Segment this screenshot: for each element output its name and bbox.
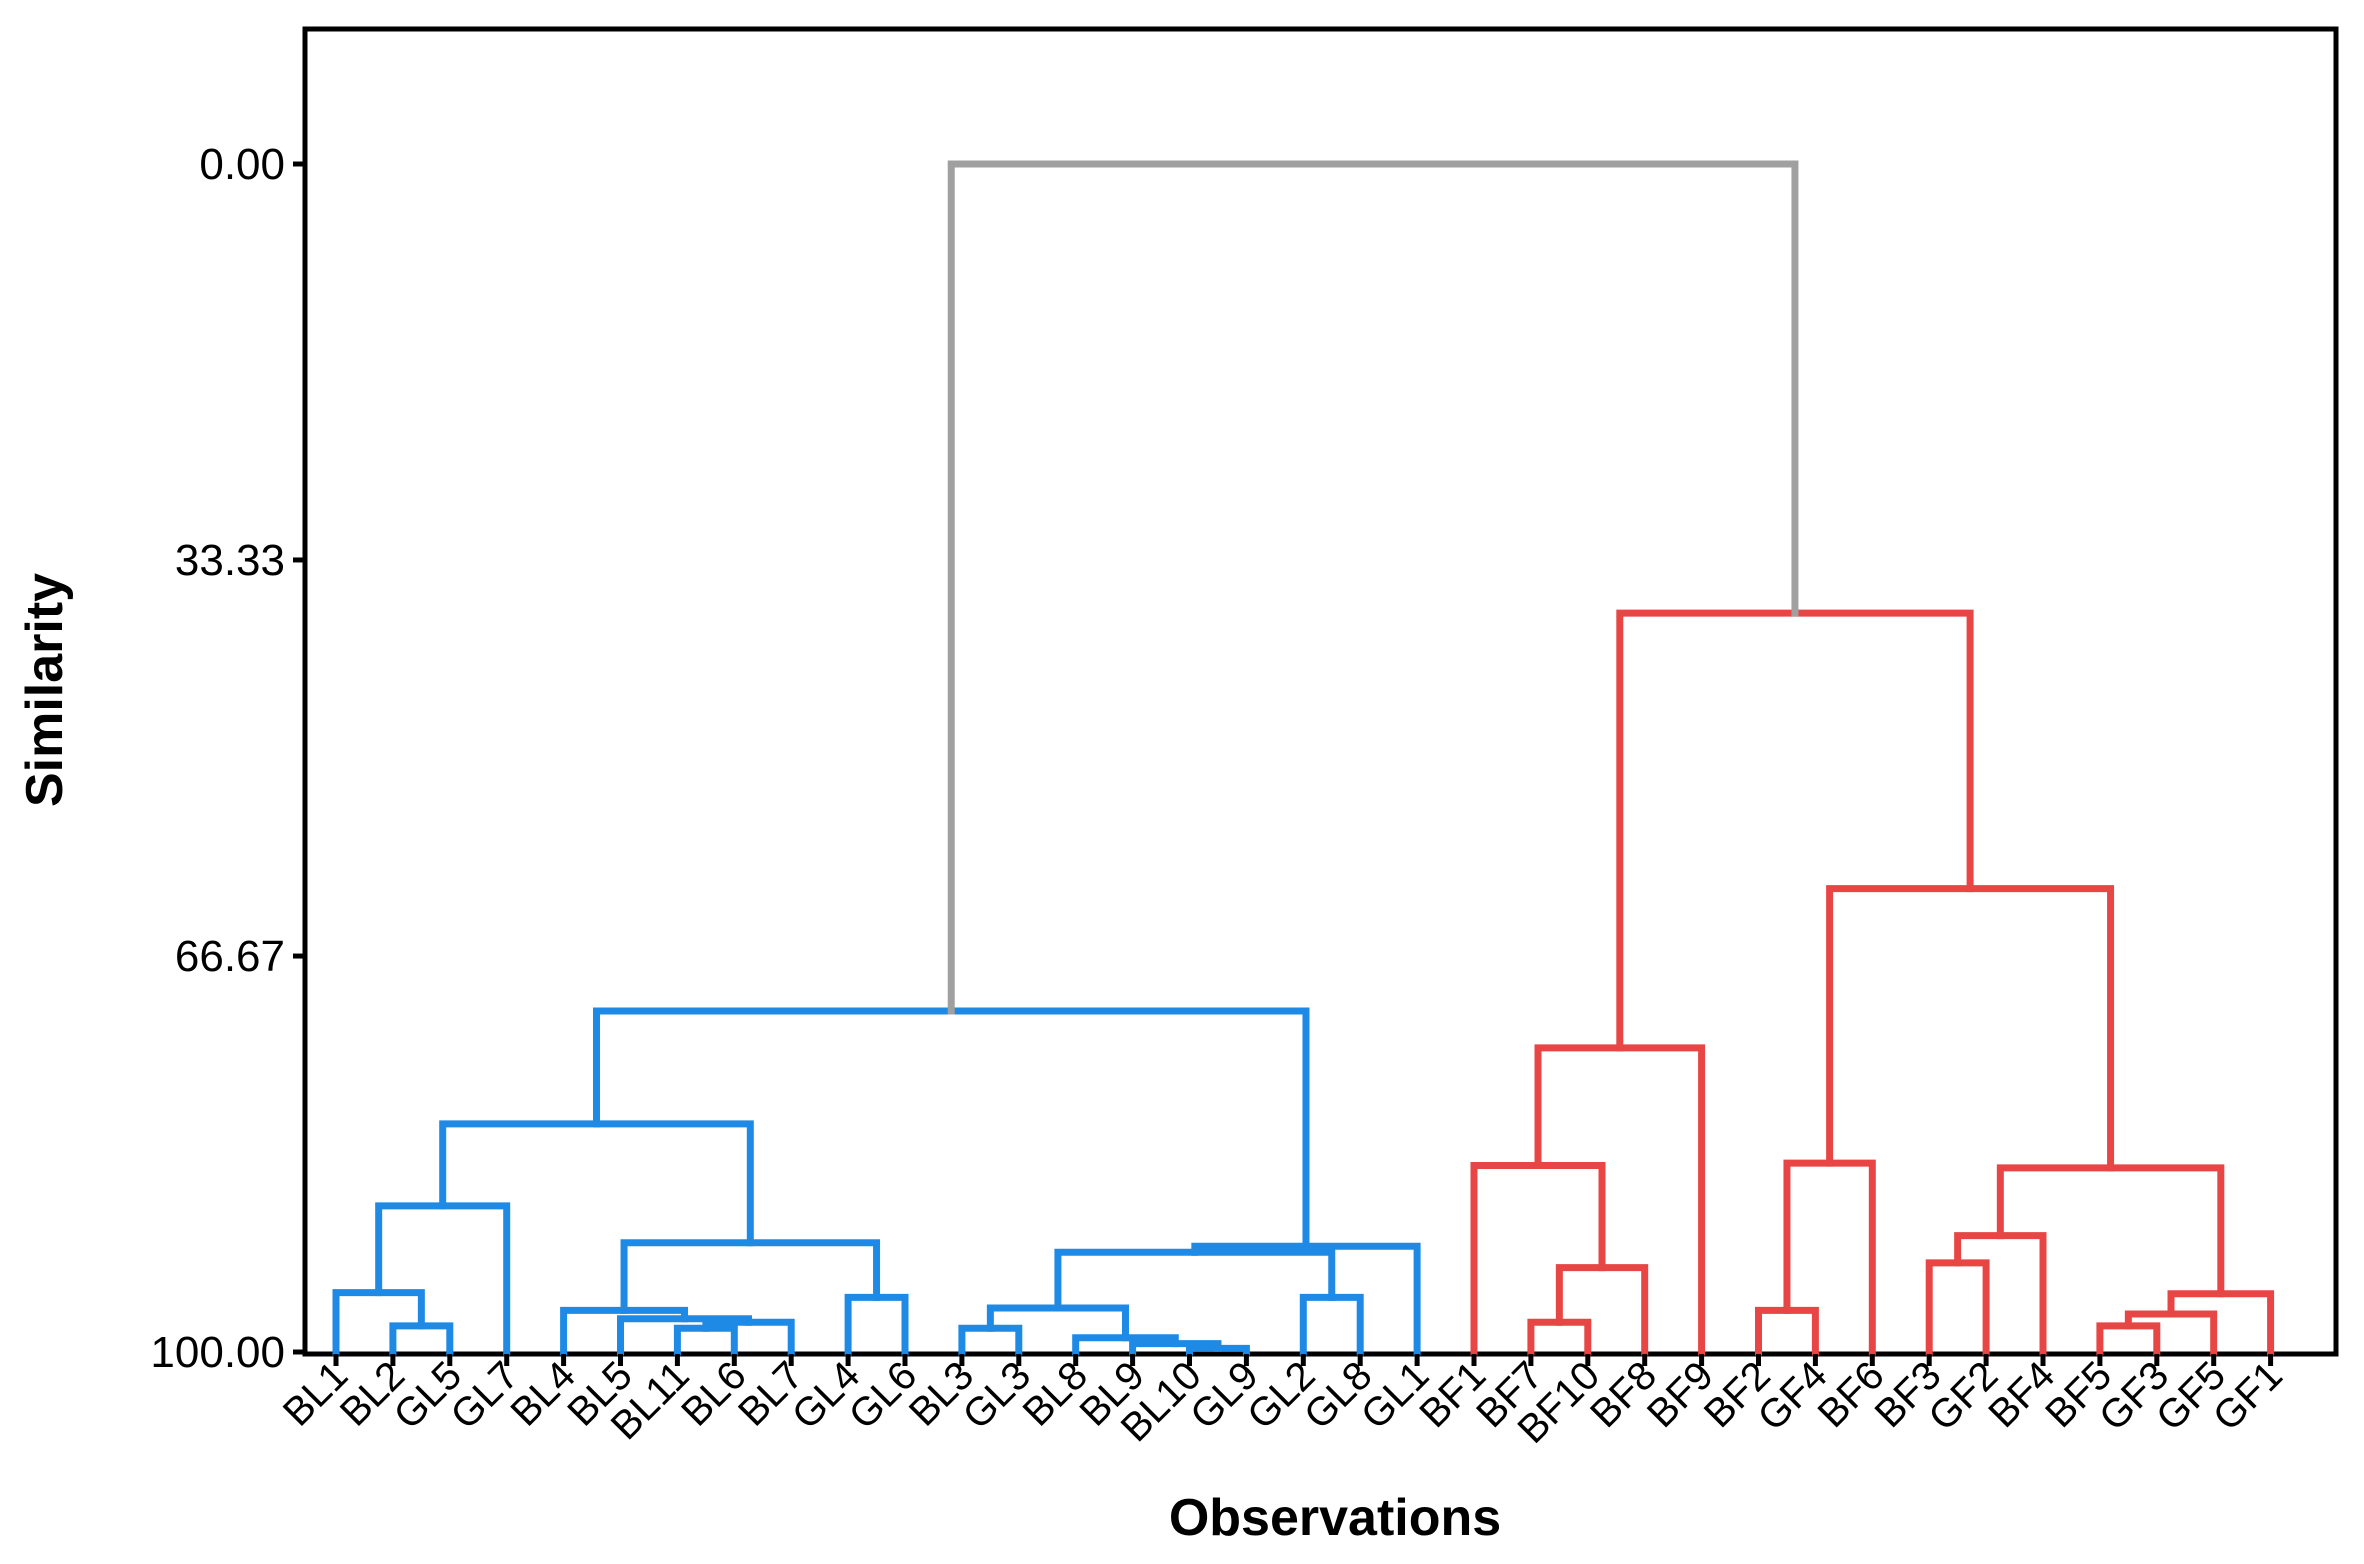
merge-link — [958, 1324, 1023, 1356]
merge-link — [1783, 1159, 1876, 1356]
y-tick-label: 33.33 — [175, 536, 285, 585]
merge-link — [986, 1304, 1129, 1342]
merge-link — [1826, 885, 2115, 1172]
merge-link — [620, 1239, 881, 1314]
x-axis-title: Observations — [1169, 1489, 1501, 1547]
merge-link — [1555, 1264, 1649, 1356]
dendrogram-links — [332, 160, 2275, 1356]
merge-link — [1954, 1232, 2047, 1356]
merge-link — [2167, 1290, 2275, 1356]
merge-link — [2096, 1322, 2161, 1356]
merge-link — [439, 1120, 754, 1247]
merge-link — [1616, 609, 1974, 1052]
merge-link — [1925, 1259, 1990, 1356]
merge-link — [2124, 1310, 2218, 1356]
y-tick-label: 100.00 — [150, 1328, 285, 1377]
y-axis: 0.00 33.33 66.67 100.00 — [150, 140, 305, 1377]
merge-link — [844, 1293, 909, 1356]
y-tick-label: 0.00 — [199, 140, 285, 189]
merge-link — [375, 1202, 511, 1356]
plot-frame — [302, 26, 2339, 1357]
y-axis-title: Similarity — [16, 573, 74, 807]
y-tick-label: 66.67 — [175, 932, 285, 981]
merge-link — [389, 1322, 454, 1356]
merge-link — [1299, 1293, 1364, 1356]
merge-link — [1054, 1248, 1336, 1312]
merge-link — [1996, 1164, 2225, 1298]
merge-link — [1527, 1318, 1592, 1356]
merge-link — [947, 160, 1799, 1015]
merge-link — [1755, 1306, 1819, 1356]
leaf-label: GF1 — [2205, 1353, 2291, 1439]
merge-link — [592, 1007, 1310, 1250]
x-axis-leaf-labels: BL1BL2GL5GL7BL4BL5BL11BL6BL7GL4GL6BL3GL3… — [275, 1353, 2291, 1452]
merge-link — [332, 1289, 425, 1356]
merge-link — [673, 1324, 738, 1356]
